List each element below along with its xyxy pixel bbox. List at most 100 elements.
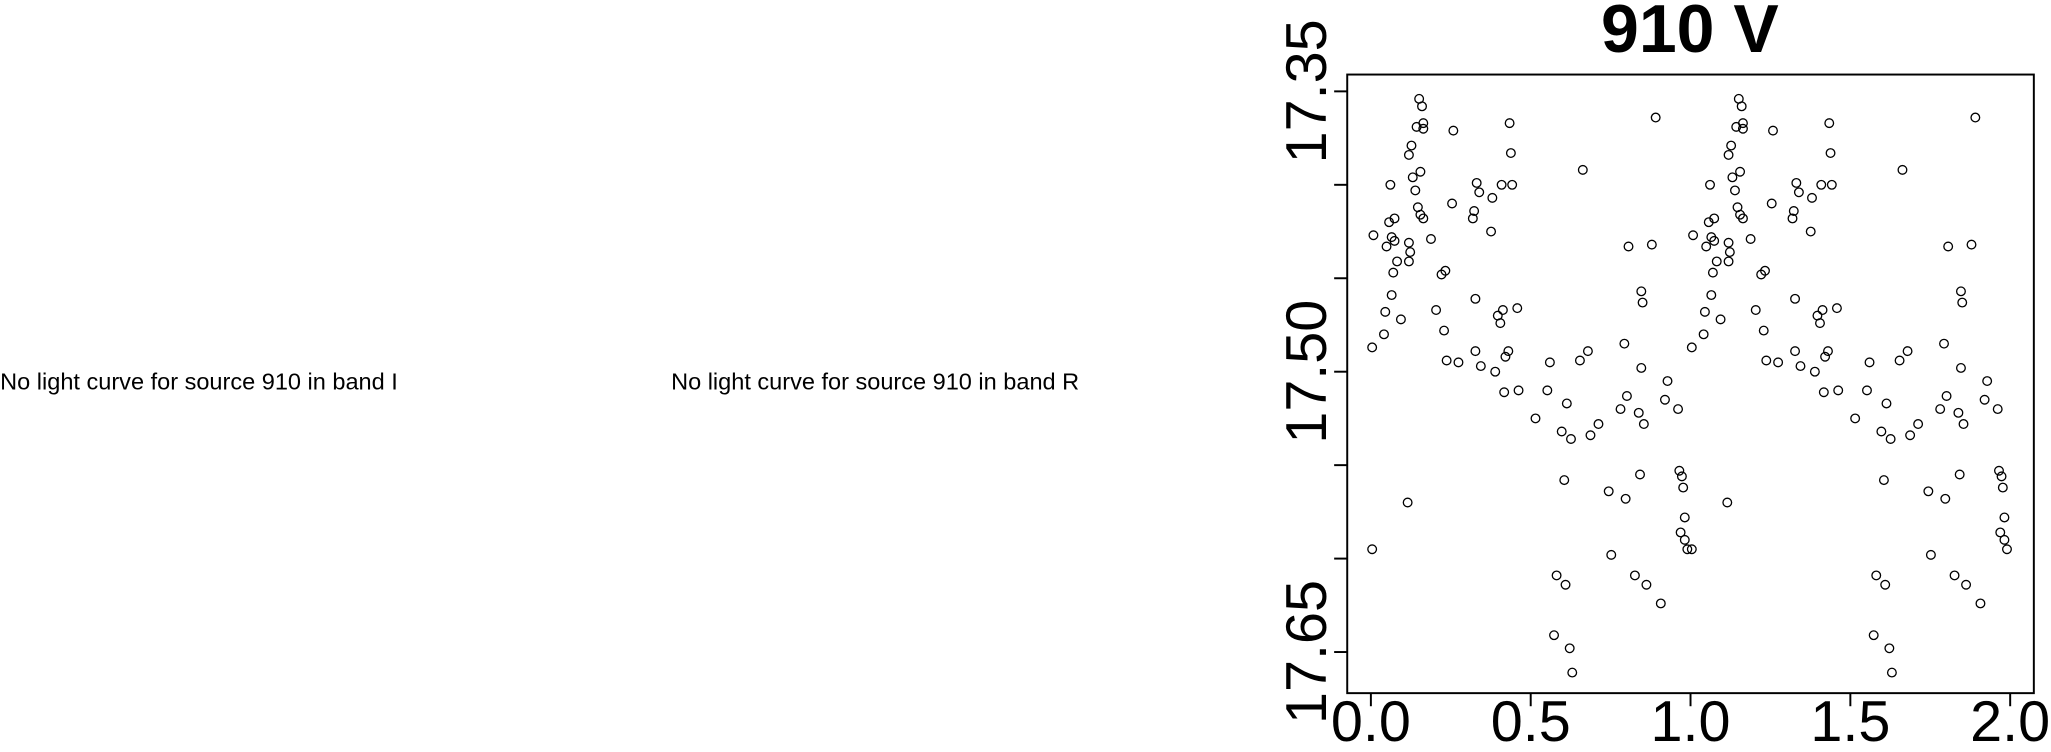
data-point [1943,241,1954,252]
data-point [1758,325,1769,336]
data-point [1556,426,1567,437]
data-point [1615,404,1626,415]
data-point [1486,226,1497,237]
data-point [1402,497,1413,508]
data-point [1864,357,1875,368]
data-point [1389,235,1400,246]
data-point [1392,256,1403,267]
data-point [1500,351,1511,362]
data-point [1403,149,1414,160]
data-point [1996,471,2007,482]
data-point [1560,579,1571,590]
data-point [1621,391,1632,401]
data-point [1868,630,1879,641]
data-point [1403,237,1414,248]
data-point [1809,366,1820,377]
data-point [1961,579,1972,590]
data-point [1567,667,1578,678]
data-point [1850,413,1861,424]
data-point [1682,544,1693,555]
data-point [1833,385,1844,396]
data-point [1453,357,1464,368]
data-point [1679,534,1690,545]
data-point [1791,177,1802,188]
y-tick-label: 17.50 [1275,300,1339,444]
data-point [1897,164,1908,175]
data-point [1623,241,1634,252]
data-point [1603,486,1614,497]
data-point [1975,598,1986,609]
y-tick-label: 17.65 [1275,580,1339,724]
data-point [1953,407,1964,418]
data-point [1381,241,1392,252]
data-point [1637,297,1648,308]
data-point [1722,497,1733,508]
data-point [1655,598,1666,609]
data-point [1881,398,1892,409]
data-point [1773,357,1784,368]
data-point [1979,394,1990,405]
data-point [1496,179,1507,190]
data-point [1447,198,1458,209]
data-point [1564,643,1575,654]
data-point [1512,303,1523,314]
data-point [1407,172,1418,183]
data-point [1686,342,1697,353]
data-point [1431,305,1442,315]
data-point [1686,544,1697,555]
data-point [1992,404,2003,415]
data-point [1823,346,1833,357]
data-point [1505,148,1516,159]
data-point [1818,387,1829,398]
data-point [1559,475,1570,486]
data-point [1561,398,1572,409]
data-point [1699,306,1710,317]
data-point [1593,419,1604,429]
data-point [1816,179,1827,190]
data-point [1766,198,1777,209]
data-point [1490,366,1501,377]
data-point [1585,430,1596,441]
data-point [1497,305,1508,315]
data-point [1544,357,1555,368]
data-point [1606,549,1617,560]
data-point [1633,407,1644,418]
data-point [1469,206,1480,216]
data-point [1737,118,1748,129]
data-point [1504,118,1515,129]
data-point [1410,185,1421,196]
data-point [1862,385,1872,396]
data-point [1966,239,1977,250]
data-point [1582,346,1593,357]
data-point [1768,125,1778,136]
data-point [1629,570,1640,581]
data-point [1925,549,1936,560]
data-point [1418,123,1429,134]
x-tick-label: 1.0 [1651,690,1731,752]
data-point [1884,643,1895,654]
data-point [1542,385,1553,396]
x-tick-label: 0.5 [1491,690,1571,752]
data-point [1995,527,2006,538]
data-point [1471,177,1482,188]
data-point [1415,166,1426,177]
data-point [1949,570,1960,581]
data-point [1418,213,1429,224]
data-point [1440,265,1451,276]
data-point [1787,213,1798,224]
data-point [1729,185,1740,196]
data-point [1577,164,1588,175]
data-point [1405,247,1416,258]
data-point [1403,256,1414,267]
data-point [1745,234,1756,244]
data-point [1635,469,1645,480]
data-point [1736,101,1747,112]
data-point [1886,667,1897,678]
data-point [1935,404,1946,415]
data-point [1941,391,1952,401]
data-point [1805,226,1816,237]
y-tick-label: 17.35 [1275,19,1339,163]
data-point [1620,493,1631,504]
